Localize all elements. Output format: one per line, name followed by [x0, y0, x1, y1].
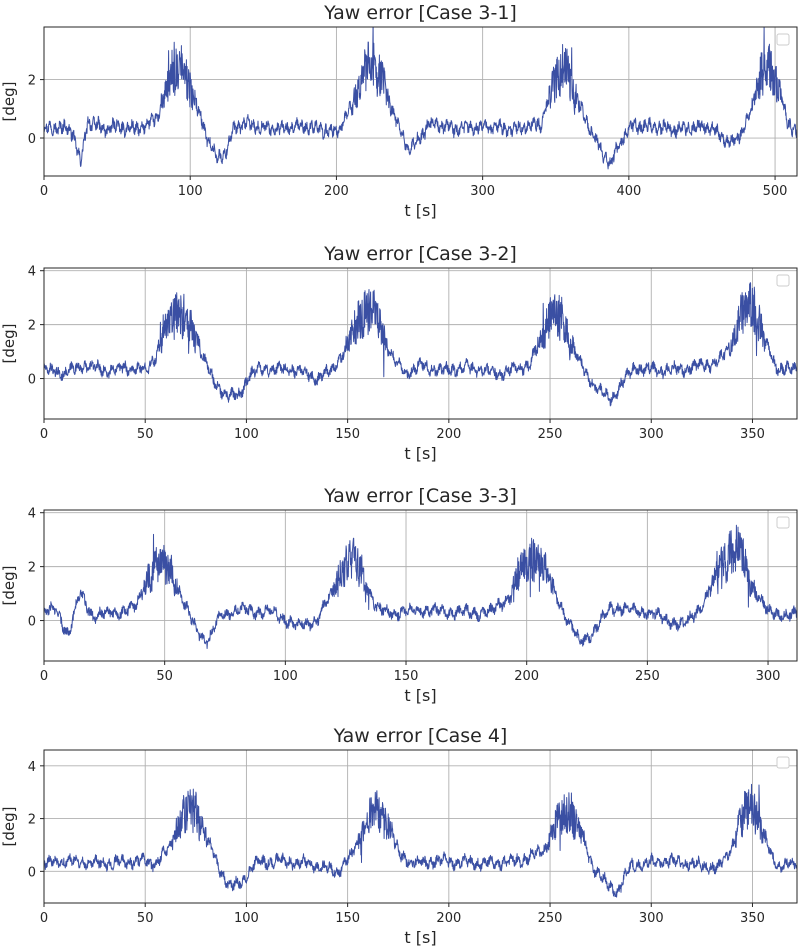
x-tick-label: 300	[639, 911, 664, 926]
x-tick-label: 250	[635, 669, 660, 684]
chart-title: Yaw error [Case 3-1]	[323, 2, 517, 24]
axes-frame	[43, 267, 798, 420]
x-tick-label: 250	[538, 911, 563, 926]
x-tick-label: 300	[639, 427, 664, 442]
y-tick-label: 2	[28, 319, 36, 334]
x-axis-label: t [s]	[404, 444, 436, 463]
y-axis-label: [deg]	[0, 82, 18, 122]
series-line-yaw-error	[44, 524, 797, 649]
x-tick-label: 50	[137, 427, 154, 442]
legend-box	[776, 274, 790, 287]
x-tick-label: 100	[234, 427, 259, 442]
chart-title: Yaw error [Case 3-2]	[323, 243, 517, 265]
subplot-1: Yaw error [Case 3-1] 0 100 200 300 400 500 0 2 t …	[0, 2, 798, 220]
x-tick-label: 200	[324, 184, 349, 199]
x-tick-label: 150	[394, 669, 419, 684]
y-tick-label: 4	[28, 507, 36, 522]
y-tick-label: 0	[28, 373, 36, 388]
x-tick-label: 100	[273, 669, 298, 684]
x-axis-label: t [s]	[404, 686, 436, 705]
x-tick-label: 300	[756, 669, 781, 684]
y-tick-label: 2	[28, 813, 36, 828]
axes-frame	[43, 26, 798, 177]
x-tick-label: 350	[740, 427, 765, 442]
y-tick-label: 0	[28, 615, 36, 630]
axes-frame	[43, 749, 798, 904]
x-tick-label: 100	[178, 184, 203, 199]
y-tick-label: 0	[28, 865, 36, 880]
y-tick-label: 4	[28, 265, 36, 280]
x-tick-label: 0	[40, 911, 48, 926]
x-axis-label: t [s]	[404, 201, 436, 220]
series-line-yaw-error	[44, 27, 797, 170]
x-tick-label: 200	[436, 911, 461, 926]
x-tick-label: 200	[436, 427, 461, 442]
y-axis-label: [deg]	[0, 807, 18, 847]
legend-box	[776, 516, 790, 529]
x-tick-label: 100	[234, 911, 259, 926]
x-tick-label: 400	[616, 184, 641, 199]
subplot-2: Yaw error [Case 3-2] 0 50 100 150 200 250 300 35…	[0, 243, 798, 463]
y-axis-label: [deg]	[0, 324, 18, 364]
y-axis-label: [deg]	[0, 566, 18, 606]
x-tick-label: 0	[40, 427, 48, 442]
x-tick-label: 0	[40, 184, 48, 199]
axes-frame	[43, 509, 798, 662]
chart-title: Yaw error [Case 4]	[333, 725, 508, 747]
series-line-yaw-error	[44, 783, 797, 898]
x-tick-label: 0	[40, 669, 48, 684]
chart-title: Yaw error [Case 3-3]	[323, 485, 517, 507]
x-tick-label: 50	[156, 669, 173, 684]
x-tick-label: 500	[763, 184, 788, 199]
subplot-4: Yaw error [Case 4] 0 50 100 150 200 250 300 350 0…	[0, 725, 798, 947]
x-tick-label: 150	[335, 427, 360, 442]
x-tick-label: 300	[470, 184, 495, 199]
x-tick-label: 150	[335, 911, 360, 926]
y-tick-label: 2	[28, 561, 36, 576]
x-tick-label: 200	[514, 669, 539, 684]
y-tick-label: 2	[28, 74, 36, 89]
x-tick-label: 350	[740, 911, 765, 926]
legend-box	[776, 756, 790, 769]
x-axis-label: t [s]	[404, 928, 436, 947]
legend-box	[776, 33, 790, 46]
x-tick-label: 50	[137, 911, 154, 926]
x-tick-label: 250	[538, 427, 563, 442]
y-tick-label: 4	[28, 760, 36, 775]
subplot-3: Yaw error [Case 3-3] 0 50 100 150 200 250 300 0 2…	[0, 485, 798, 705]
y-tick-label: 0	[28, 132, 36, 147]
series-line-yaw-error	[44, 282, 797, 407]
